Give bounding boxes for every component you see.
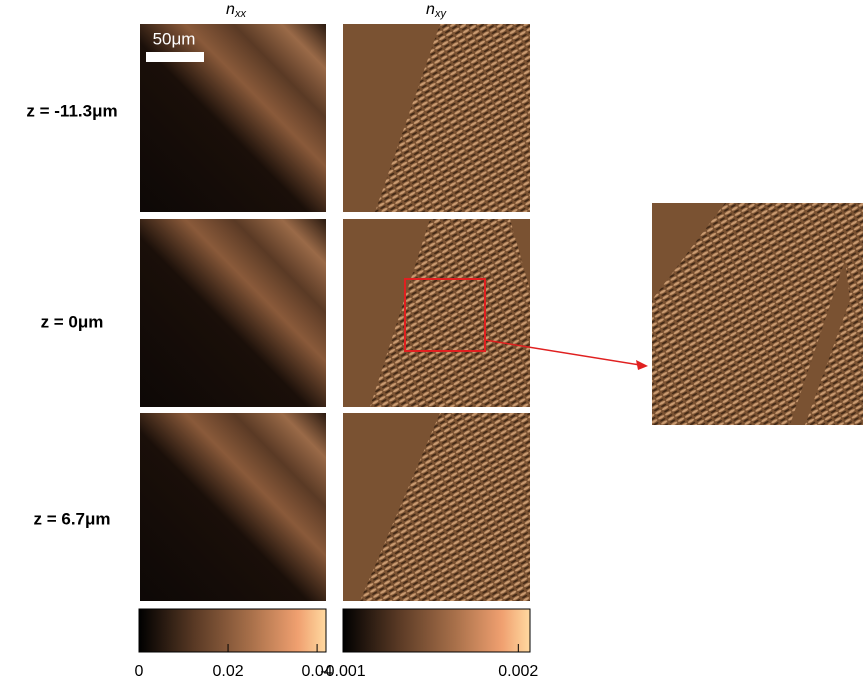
tick-label: 0.02 [212,663,243,680]
scale-bar [146,52,204,62]
tick-label: -0.001 [320,663,365,680]
scale-bar-label: 50μm [153,29,196,48]
tick-label: 0.002 [498,663,538,680]
panels [140,24,863,601]
row-label: z = 6.7μm [33,509,110,528]
column-title: nxx [226,1,246,20]
colorbar [343,609,530,652]
symbol: n [426,1,435,18]
arrow-head [636,360,648,370]
subscript: xy [434,8,448,20]
row-label: z = -11.3μm [26,101,117,120]
tick-label: 0 [135,663,144,680]
column-title: nxy [426,1,447,20]
image-panel [140,219,326,407]
image-panel [140,413,326,601]
colorbar [139,609,326,652]
subscript: xx [234,8,247,20]
figure: nxx nxy 50μm z = -11.3μm z = 0μm z = 6.7… [0,0,863,688]
row-label: z = 0μm [41,312,104,331]
symbol: n [226,1,235,18]
